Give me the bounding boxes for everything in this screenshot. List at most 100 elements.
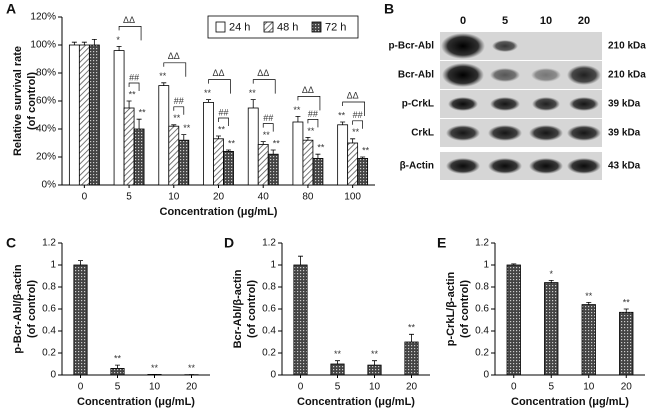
y-tick-label: 0.2: [262, 348, 276, 359]
panel-label: D: [224, 235, 234, 251]
error-bar: [548, 280, 554, 283]
size-label: 210 kDa: [608, 41, 646, 52]
significance-label: **: [218, 124, 226, 134]
significance-label: **: [623, 297, 631, 307]
significance-label: **: [151, 363, 159, 373]
significance-label: ##: [263, 113, 273, 123]
error-bar: [335, 360, 340, 364]
significance-label: **: [139, 108, 147, 118]
legend-label: 48 h: [277, 21, 298, 33]
y-axis-label: Bcr-Abl/β-actin: [232, 269, 244, 348]
size-label: 39 kDa: [608, 99, 641, 110]
blot-band: [488, 125, 522, 141]
y-axis-label: (of control): [459, 280, 471, 338]
error-bar: [78, 260, 83, 265]
bar: [581, 304, 596, 376]
error-bar: [171, 124, 177, 127]
x-tick-label: 0: [298, 382, 304, 393]
error-bar: [305, 137, 311, 141]
x-tick-label: 0: [82, 192, 88, 203]
error-bar: [81, 41, 87, 45]
size-label: 39 kDa: [608, 128, 641, 139]
y-tick-label: 0.4: [262, 326, 276, 337]
y-tick-label: 0.6: [42, 304, 56, 315]
error-bar: [340, 121, 346, 125]
bar: [68, 44, 80, 186]
blot-band: [531, 68, 561, 82]
blot-band: [446, 158, 480, 174]
y-tick-label: 0%: [42, 180, 57, 191]
bar: [367, 364, 382, 376]
bar: [110, 367, 125, 376]
bracket: [262, 123, 274, 132]
y-tick-label: 1: [50, 260, 56, 271]
x-tick-label: 5: [335, 382, 341, 393]
protein-label: Bcr-Abl: [398, 70, 434, 81]
x-tick-label: 40: [258, 192, 270, 203]
x-tick-label: 20: [621, 382, 633, 393]
bracket: [173, 106, 185, 115]
x-tick-label: 80: [302, 192, 314, 203]
legend-swatch: [263, 21, 274, 33]
y-tick-label: 1: [483, 260, 489, 271]
error-bar: [250, 99, 256, 108]
lane-label: 20: [578, 15, 590, 27]
blot-band: [448, 97, 478, 111]
error-bar: [136, 118, 142, 129]
blot-band: [567, 65, 601, 85]
x-tick-label: 10: [168, 192, 180, 203]
blot-band: [441, 33, 485, 59]
blot-band: [488, 158, 522, 174]
protein-label: p-Bcr-Abl: [388, 41, 434, 52]
x-tick-label: 100: [344, 192, 361, 203]
legend-box: [207, 15, 359, 39]
lane-label: 5: [502, 15, 508, 27]
legend-swatch: [311, 21, 322, 33]
x-tick-label: 10: [369, 382, 381, 393]
legend-label: 72 h: [325, 21, 346, 33]
error-bar: [116, 46, 122, 51]
y-tick-label: 0.6: [475, 304, 489, 315]
bar: [203, 102, 214, 186]
error-bar: [409, 333, 414, 342]
significance-label: *: [549, 269, 553, 279]
significance-label: ##: [308, 109, 318, 119]
bracket: [163, 62, 187, 77]
lane-label: 0: [460, 15, 466, 27]
bar: [302, 139, 314, 186]
blot-band: [569, 97, 599, 111]
significance-label: ΔΔ: [302, 85, 314, 95]
bar: [404, 341, 419, 376]
blot-band: [490, 97, 520, 111]
error-bar: [91, 39, 97, 45]
blot-band: [442, 63, 484, 87]
significance-label: **: [114, 353, 122, 363]
significance-label: **: [307, 126, 315, 136]
significance-label: **: [249, 88, 257, 98]
y-tick-label: 0: [270, 370, 276, 381]
error-bar: [372, 360, 377, 366]
blot-band: [567, 125, 601, 141]
y-tick-label: 0.4: [42, 326, 56, 337]
significance-label: ΔΔ: [257, 68, 269, 78]
significance-label: ΔΔ: [347, 90, 359, 100]
bar: [213, 138, 224, 186]
error-bar: [295, 116, 301, 122]
x-axis-label: Concentration (μg/mL): [297, 396, 415, 408]
error-bar: [350, 138, 356, 143]
significance-label: **: [263, 130, 271, 140]
bar: [267, 153, 279, 186]
bar: [257, 143, 269, 186]
y-tick-label: 0.6: [262, 304, 276, 315]
y-tick-label: 1.2: [262, 238, 276, 249]
bar: [293, 264, 308, 376]
bar: [223, 150, 234, 186]
y-tick-label: 1: [270, 260, 276, 271]
panel-label: C: [6, 235, 16, 251]
x-tick-label: 20: [213, 192, 225, 203]
error-bar: [126, 100, 132, 108]
x-axis-label: Concentration (μg/mL): [77, 396, 195, 408]
error-bar: [71, 41, 77, 45]
y-tick-label: 0.4: [475, 326, 489, 337]
